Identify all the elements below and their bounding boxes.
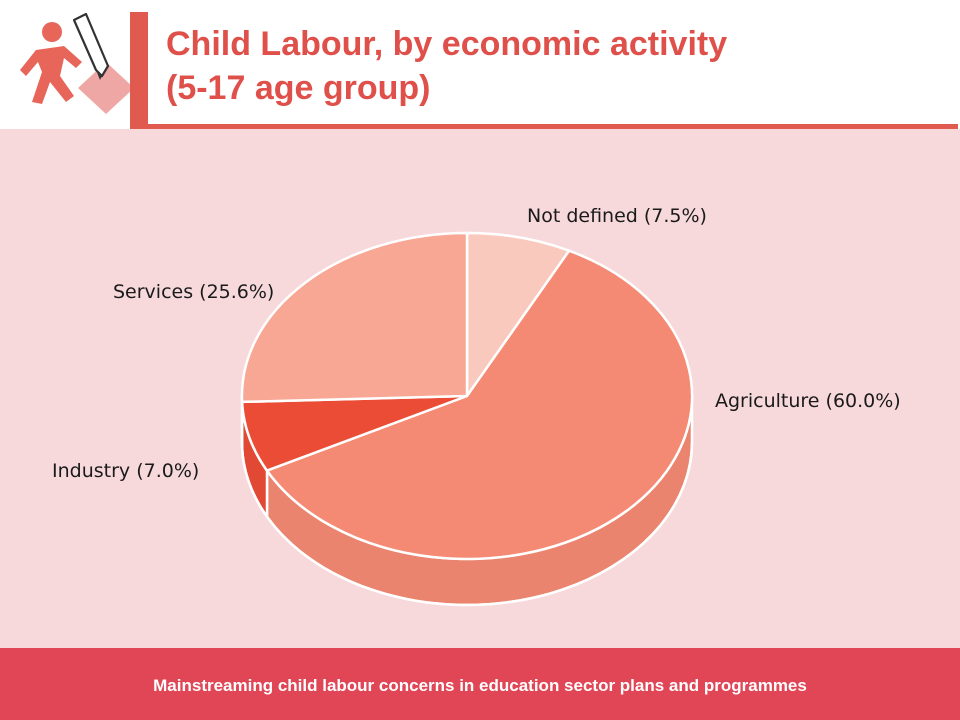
slice-label-industry: Industry (7.0%): [52, 460, 199, 482]
pie-slice-not-defined: [465, 231, 571, 398]
pie-chart: Not defined (7.5%) Agriculture (60.0%) Ind…: [52, 205, 901, 607]
child-labour-logo-icon: [20, 12, 134, 114]
page-title: Child Labour, by economic activity (5-17…: [166, 22, 727, 110]
title-underline: [148, 124, 958, 129]
pie-slice-agriculture: [265, 249, 694, 561]
footer-text: Mainstreaming child labour concerns in e…: [153, 676, 807, 695]
slice-label-services: Services (25.6%): [113, 281, 274, 303]
footer: Mainstreaming child labour concerns in e…: [0, 648, 960, 720]
slice-label-agriculture: Agriculture (60.0%): [715, 390, 901, 412]
slice-label-not-defined: Not defined (7.5%): [527, 205, 707, 227]
pie-slice-services: [240, 231, 469, 404]
title-line-2: (5-17 age group): [166, 69, 431, 107]
pie-rim: [240, 441, 694, 607]
accent-bar: [130, 12, 148, 130]
title-line-1: Child Labour, by economic activity: [166, 25, 728, 63]
header: Child Labour, by economic activity (5-17…: [0, 0, 960, 130]
